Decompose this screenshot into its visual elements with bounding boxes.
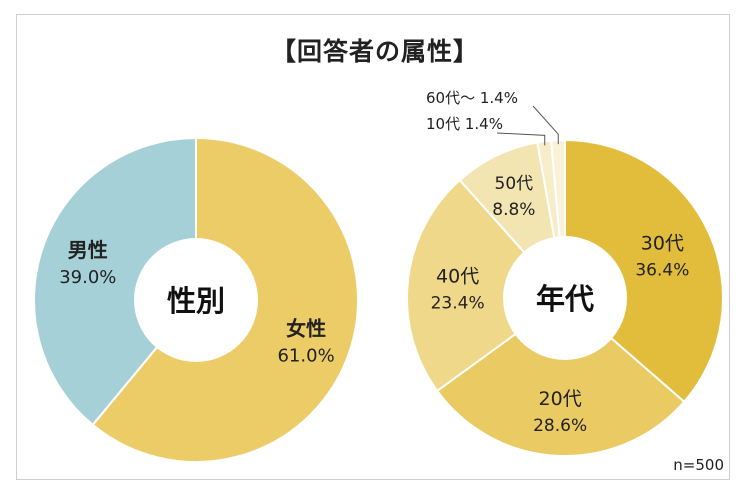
donut-hole-1 xyxy=(503,236,627,360)
callout-line-1-4 xyxy=(496,132,546,146)
chart-frame xyxy=(16,14,730,480)
callout-line-1-5 xyxy=(532,105,559,145)
center-label-1: 年代 xyxy=(536,282,594,316)
slice-0-1 xyxy=(33,136,197,427)
slice-label-1-4: 10代 1.4% xyxy=(426,115,503,133)
slice-name-1-1: 20代 xyxy=(539,388,582,410)
slice-value-1-3: 8.8% xyxy=(492,200,535,220)
slice-value-1-2: 23.4% xyxy=(431,293,485,313)
slice-name-1-3: 50代 xyxy=(495,174,534,194)
slice-1-0 xyxy=(564,138,724,404)
center-label-0: 性別 xyxy=(167,284,225,318)
slice-1-1 xyxy=(435,296,686,457)
slice-value-1-1: 28.6% xyxy=(533,416,587,436)
chart-title: 【回答者の属性】 xyxy=(270,37,479,66)
sample-size-note: n=500 xyxy=(673,456,724,474)
slice-1-2 xyxy=(406,178,567,393)
slice-name-0-1: 男性 xyxy=(68,238,108,262)
slice-name-0-0: 女性 xyxy=(286,317,326,341)
slice-value-1-0: 36.4% xyxy=(635,261,689,281)
slice-value-0-1: 39.0% xyxy=(59,267,116,288)
donut-hole-0 xyxy=(134,238,258,362)
slice-label-1-5: 60代～ 1.4% xyxy=(426,89,518,107)
slice-name-1-0: 30代 xyxy=(641,233,684,255)
slice-name-1-2: 40代 xyxy=(436,265,479,287)
slice-value-0-0: 61.0% xyxy=(277,346,334,367)
